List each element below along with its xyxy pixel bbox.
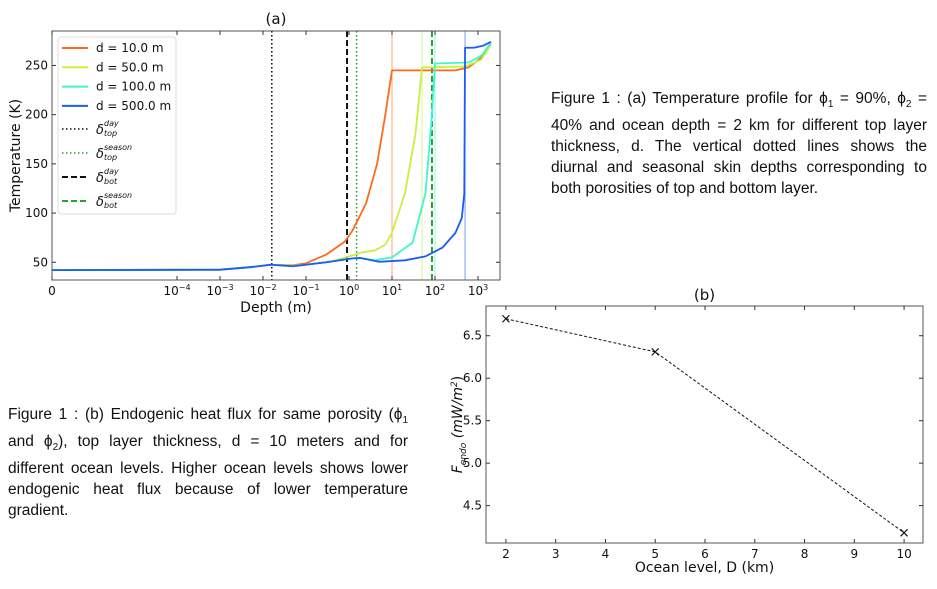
x-tick-label: 100 — [339, 283, 359, 298]
x-tick-label: 6 — [701, 547, 709, 561]
text-part: 3 — [483, 283, 488, 292]
text-part: 10 — [163, 284, 178, 298]
text-part: 10 — [425, 284, 440, 298]
text-part: endo — [459, 442, 469, 465]
data-point-marker — [651, 347, 660, 356]
x-tick-label: 5 — [651, 547, 659, 561]
legend-label: δ — [96, 147, 104, 162]
text-part: 0 — [354, 283, 359, 292]
caption-text: and ϕ — [8, 433, 53, 451]
y-tick-label: 250 — [25, 58, 48, 72]
caption-text: = 40% and ocean depth = 2 km for differe… — [551, 90, 928, 198]
caption-text: Figure 1 : (b) Endogenic heat flux for s… — [8, 406, 403, 423]
text-part: 1 — [397, 283, 402, 292]
legend-label-sub: top — [104, 129, 117, 138]
series-line — [505, 318, 905, 534]
caption-text: ), top layer thickness, d = 10 meters an… — [8, 433, 408, 520]
y-tick-label: 100 — [25, 206, 48, 220]
text-part: 10 — [339, 284, 354, 298]
caption-text: = 90%, ϕ — [833, 90, 906, 107]
x-axis-label: Depth (m) — [240, 300, 312, 316]
x-tick-label: 103 — [468, 283, 488, 298]
text-part: 10 — [292, 284, 307, 298]
x-tick-label: 2 — [502, 547, 510, 561]
legend-label-sup: season — [104, 191, 132, 200]
y-tick-label: 150 — [25, 157, 48, 171]
text-part: 2 — [440, 283, 445, 292]
legend-box — [57, 36, 177, 215]
text-part: 0 — [48, 284, 56, 298]
legend-label-sup: day — [104, 119, 119, 128]
legend-label: d = 500.0 m — [96, 99, 171, 113]
legend-label: δ — [96, 123, 104, 138]
caption-sub: 1 — [402, 415, 408, 427]
legend-label: δ — [96, 195, 104, 210]
y-tick-label: 5.5 — [463, 414, 482, 428]
x-tick-label: 10−2 — [249, 283, 276, 298]
legend-label-sup: day — [104, 167, 119, 176]
text-part: ) — [450, 376, 466, 381]
text-part: 10 — [249, 284, 264, 298]
caption-sub: 2 — [52, 442, 59, 454]
legend-label: d = 10.0 m — [96, 41, 164, 55]
chart-b-title: (b) — [694, 286, 715, 304]
y-tick-label: 6.0 — [463, 371, 482, 385]
x-tick-label: 10−1 — [292, 283, 319, 298]
x-tick-label: 10 — [896, 547, 911, 561]
legend-label: d = 50.0 m — [96, 60, 164, 74]
text-part: F — [450, 464, 466, 473]
caption-text: Figure 1 : (a) Temperature profile for ϕ — [551, 90, 828, 107]
y-axis-label: Temperature (K) — [8, 99, 24, 213]
text-part: (mW/m — [450, 387, 466, 443]
series-line-500 — [51, 41, 492, 272]
x-tick-label: 8 — [801, 547, 809, 561]
caption-b: Figure 1 : (b) Endogenic heat flux for s… — [8, 404, 408, 521]
text-part: −3 — [222, 283, 234, 292]
legend-label-sup: season — [104, 143, 132, 152]
x-tick-label: 10−3 — [206, 283, 233, 298]
caption-a: Figure 1 : (a) Temperature profile for ϕ… — [551, 88, 927, 199]
chart-a-title: (a) — [266, 10, 287, 28]
y-tick-label: 6.5 — [463, 329, 482, 343]
caption-sub: 2 — [905, 99, 912, 111]
text-part: −2 — [265, 283, 277, 292]
x-tick-label: 7 — [751, 547, 759, 561]
y-tick-label: 200 — [25, 108, 48, 122]
legend-label: d = 100.0 m — [96, 80, 171, 94]
y-tick-label: 50 — [33, 255, 48, 269]
x-tick-label: 0 — [48, 284, 56, 298]
x-tick-label: 9 — [850, 547, 858, 561]
legend-label: δ — [96, 171, 104, 186]
x-axis-label: Ocean level, D (km) — [635, 560, 774, 576]
y-axis-label: Fendo (mW/m2) — [450, 376, 469, 473]
x-tick-label: 101 — [382, 283, 402, 298]
chart-a-frame — [51, 30, 501, 281]
text-part: −4 — [179, 283, 191, 292]
data-point-marker — [501, 314, 510, 323]
y-tick-label: 4.5 — [463, 499, 482, 513]
text-part: 10 — [468, 284, 483, 298]
legend-label-sub: top — [104, 153, 117, 162]
x-tick-label: 4 — [602, 547, 610, 561]
text-part: 10 — [382, 284, 397, 298]
data-point-marker — [900, 528, 909, 537]
caption-sub: 1 — [827, 99, 834, 111]
text-part: −1 — [308, 283, 320, 292]
legend-label-sub: bot — [104, 201, 118, 210]
legend-label-sub: bot — [104, 177, 118, 186]
x-tick-label: 10−4 — [163, 283, 190, 298]
x-tick-label: 102 — [425, 283, 445, 298]
text-part: 2 — [450, 381, 460, 387]
text-part: 10 — [206, 284, 221, 298]
x-tick-label: 3 — [552, 547, 560, 561]
chart-b-frame — [485, 305, 924, 544]
y-tick-label: 5.0 — [463, 456, 482, 470]
